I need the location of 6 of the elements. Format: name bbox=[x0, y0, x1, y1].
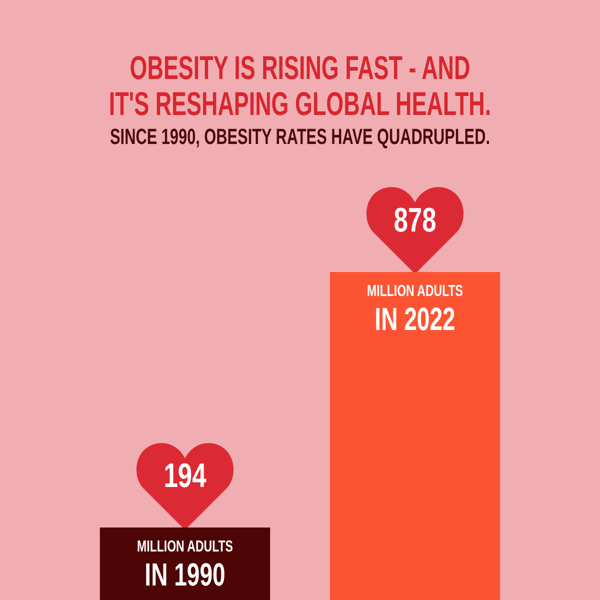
x-tick-label: MILLION ADULTS IN 1990 bbox=[137, 536, 233, 592]
data-label: 878 bbox=[394, 202, 436, 240]
chart-title: OBESITY IS RISING FAST - AND IT'S RESHAPING GLOBAL HEALTH. bbox=[108, 49, 492, 122]
chart-subtitle: SINCE 1990, OBESITY RATES HAVE QUADRUPLED. bbox=[109, 124, 491, 150]
data-label: 194 bbox=[164, 457, 207, 495]
x-tick-label: MILLION ADULTS IN 2022 bbox=[367, 281, 463, 337]
